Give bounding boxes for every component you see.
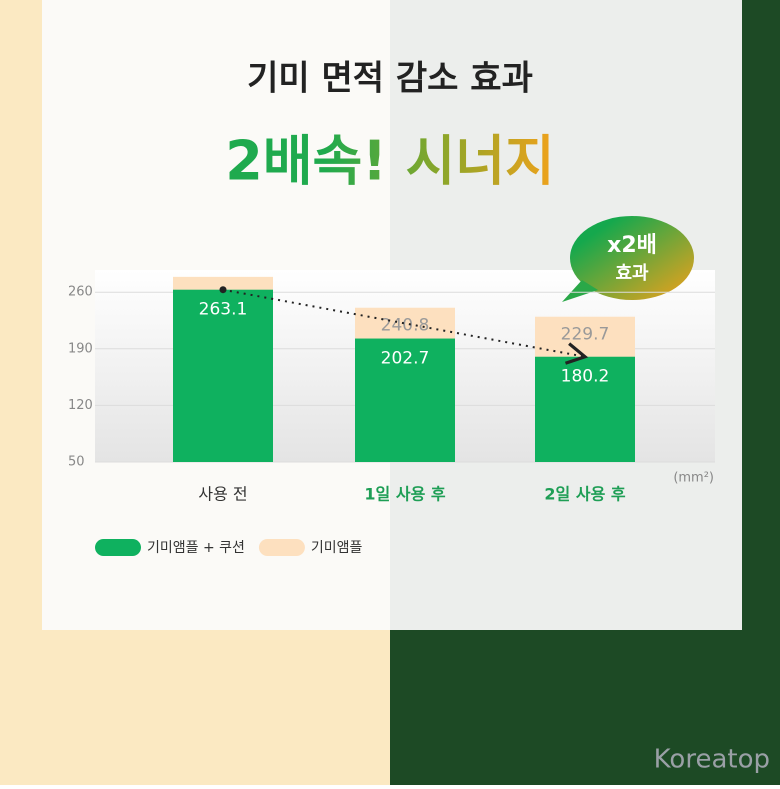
legend-label: 기미앰플 — [311, 540, 363, 556]
bar — [173, 289, 273, 462]
legend-swatch — [258, 539, 305, 556]
y-tick-label: 50 — [68, 455, 85, 470]
chart-title: 기미 면적 감소 효과 — [247, 59, 533, 99]
y-tick-label: 120 — [68, 398, 93, 413]
x-tick-label: 2일 사용 후 — [544, 485, 625, 504]
badge-tail — [562, 280, 598, 302]
unit-label: (mm²) — [673, 471, 714, 486]
watermark: Koreatop — [654, 745, 770, 775]
x-tick-label: 1일 사용 후 — [364, 485, 445, 504]
badge-text: 효과 — [615, 263, 649, 284]
value-label: 240.8 — [381, 316, 430, 336]
bar — [535, 356, 635, 462]
y-tick-label: 260 — [68, 285, 93, 300]
badge-bubble — [570, 216, 694, 300]
value-label: 180.2 — [561, 367, 610, 387]
y-tick-label: 190 — [68, 341, 93, 356]
bar — [355, 338, 455, 462]
headline: 2배속! 시너지 — [225, 130, 554, 193]
value-label: 263.1 — [199, 300, 248, 320]
legend-label: 기미앰플 + 쿠션 — [147, 540, 245, 556]
badge: x2배 효과 — [562, 216, 694, 302]
x-tick-label: 사용 전 — [198, 485, 247, 504]
value-label: 229.7 — [561, 325, 610, 345]
badge-text: x2배 — [607, 233, 657, 258]
value-label: 202.7 — [381, 349, 430, 369]
legend-swatch — [95, 539, 141, 556]
